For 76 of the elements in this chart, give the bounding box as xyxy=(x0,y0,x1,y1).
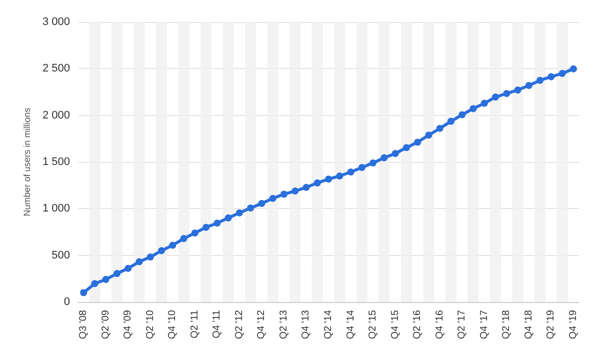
point xyxy=(380,154,388,162)
point xyxy=(224,214,232,222)
x-tick-label: Q4 '09 xyxy=(122,310,134,340)
y-tick-label: 0 xyxy=(64,296,70,308)
x-tick-label: Q4 '16 xyxy=(434,310,446,340)
x-tick-label: Q2 '12 xyxy=(234,310,245,340)
point xyxy=(558,70,566,77)
x-tick-label: Q2 '11 xyxy=(189,310,200,338)
point xyxy=(158,247,165,254)
point xyxy=(169,242,176,249)
y-tick-label: 1 000 xyxy=(42,202,70,215)
x-tick-label: Q4 '19 xyxy=(568,310,579,340)
point xyxy=(180,235,188,242)
point xyxy=(358,164,366,172)
x-tick-label: Q4 '14 xyxy=(345,310,356,340)
point xyxy=(392,150,399,158)
x-tick-label: Q4 '17 xyxy=(478,310,490,340)
point xyxy=(314,179,321,186)
point xyxy=(447,118,454,125)
x-tick-label: Q4 '13 xyxy=(300,310,312,340)
y-axis-title: Number of users in millions xyxy=(22,107,32,216)
point xyxy=(269,194,276,202)
x-tick-label: Q2 '18 xyxy=(501,310,512,340)
point xyxy=(570,65,577,72)
point xyxy=(214,220,221,227)
x-tick-label: Q4 '15 xyxy=(390,310,401,340)
point xyxy=(258,200,266,207)
point xyxy=(336,172,344,180)
y-tick-label: 2 000 xyxy=(42,109,70,122)
point xyxy=(536,76,544,84)
point xyxy=(425,132,432,139)
point xyxy=(503,90,510,97)
point xyxy=(91,280,98,288)
point xyxy=(302,184,310,191)
point xyxy=(458,111,466,118)
point xyxy=(146,254,154,261)
y-tick-label: 2 500 xyxy=(42,62,70,75)
x-tick-label: Q4 '11 xyxy=(212,310,223,338)
point xyxy=(347,168,354,176)
point xyxy=(548,73,555,80)
x-tick-label: Q4 '10 xyxy=(167,310,178,340)
point xyxy=(236,209,243,216)
point xyxy=(514,86,522,94)
point xyxy=(136,258,143,266)
point xyxy=(202,224,210,231)
x-tick-label: Q4 '12 xyxy=(256,310,268,340)
y-tick-label: 1 500 xyxy=(42,156,70,168)
point xyxy=(525,82,532,89)
x-tick-label: Q3 '08 xyxy=(78,310,90,340)
x-tick-label: Q2 '17 xyxy=(456,310,468,340)
x-tick-label: Q2 '13 xyxy=(278,310,290,340)
x-tick-label: Q2 '09 xyxy=(100,310,112,340)
point xyxy=(80,289,88,296)
point xyxy=(492,94,499,101)
x-tick-label: Q2 '15 xyxy=(368,310,379,340)
x-tick-label: Q4 '18 xyxy=(523,310,534,340)
point xyxy=(470,105,477,112)
y-tick-label: 3 000 xyxy=(42,16,70,28)
x-tick-label: Q2 '10 xyxy=(144,310,156,340)
point xyxy=(325,176,332,183)
x-tick-label: Q2 '16 xyxy=(412,310,424,340)
point xyxy=(414,138,422,146)
x-tick-label: Q2 '19 xyxy=(546,310,557,340)
x-tick-label: Q2 '14 xyxy=(323,310,334,340)
point xyxy=(191,230,198,237)
point xyxy=(102,276,110,283)
point xyxy=(292,188,299,195)
point xyxy=(480,100,488,107)
point xyxy=(280,190,288,198)
y-tick-label: 500 xyxy=(52,249,70,262)
point xyxy=(247,204,254,212)
point xyxy=(113,270,120,278)
point xyxy=(124,264,132,272)
point xyxy=(402,144,410,152)
point xyxy=(436,124,444,132)
point xyxy=(370,159,377,166)
